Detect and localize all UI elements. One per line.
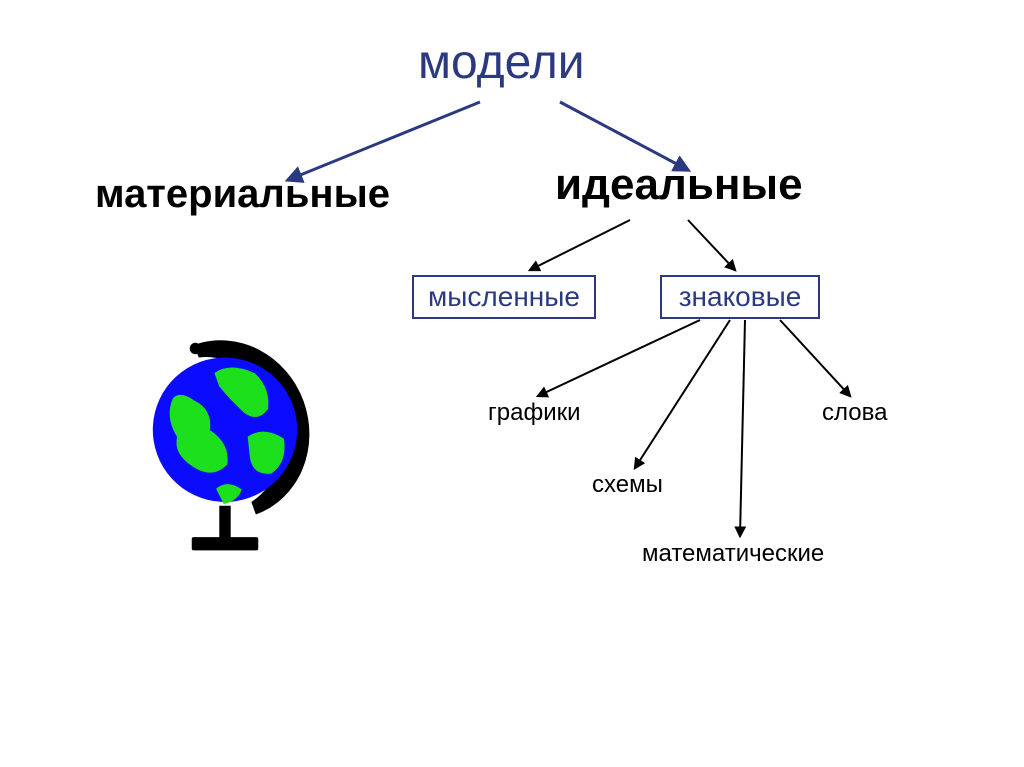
node-graphs: графики xyxy=(488,399,581,427)
node-material: материальные xyxy=(95,172,390,217)
node-words: слова xyxy=(822,399,887,427)
node-ideal: идеальные xyxy=(555,160,803,210)
node-math: математические xyxy=(642,540,824,568)
node-sign: знаковые xyxy=(660,275,820,319)
node-schemes: схемы xyxy=(592,471,663,499)
node-root: модели xyxy=(418,35,585,90)
node-mental: мысленные xyxy=(412,275,596,319)
globe-icon xyxy=(130,330,320,563)
